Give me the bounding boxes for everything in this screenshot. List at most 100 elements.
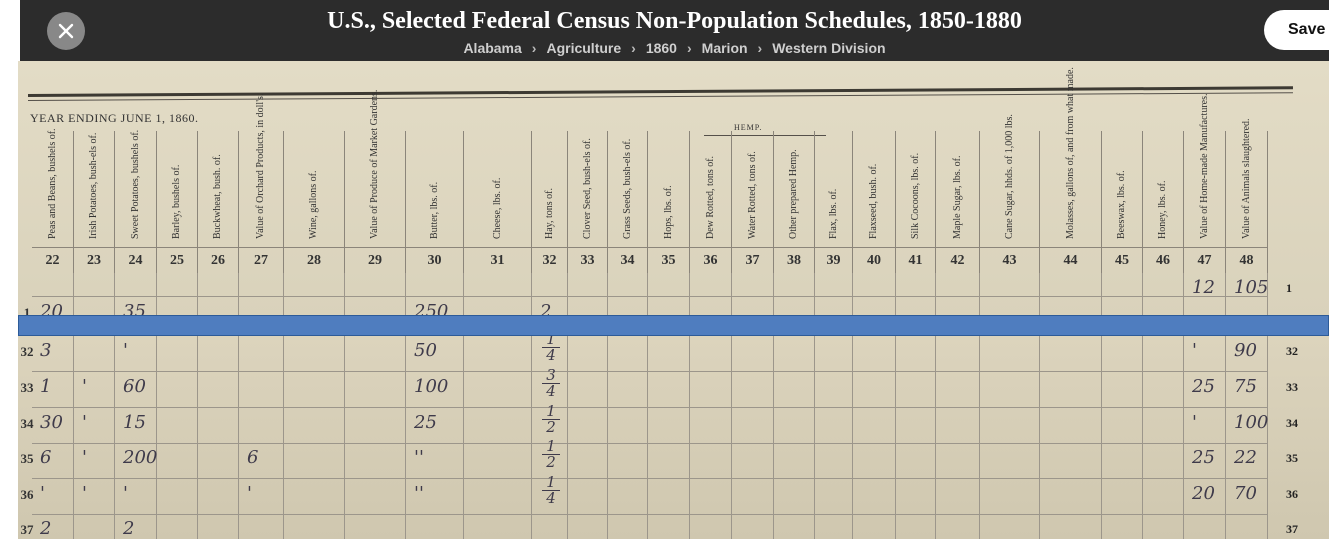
column-header: Buckwheat, bush. of.: [198, 131, 239, 303]
table-cell: [406, 514, 464, 539]
save-button[interactable]: Save: [1264, 10, 1329, 50]
table-cell: [345, 273, 406, 297]
fraction-bar: [542, 454, 560, 455]
table-cell: [532, 514, 568, 539]
close-icon: [58, 23, 74, 39]
table-cell: [345, 336, 406, 372]
column-header: Value of Home-made Manufactures.: [1184, 94, 1226, 303]
table-cell: [345, 479, 406, 515]
column-header: Peas and Beans, bushels of.: [32, 128, 74, 303]
table-cell: [1184, 336, 1226, 372]
column-number: 26: [198, 247, 239, 273]
table-cell: [896, 273, 936, 297]
column-label: Hay, tons of.: [543, 187, 555, 239]
table-cell: [198, 336, 239, 372]
table-cell: [815, 479, 853, 515]
table-cell: [815, 514, 853, 539]
table-cell: [608, 479, 648, 515]
table-cell: [774, 514, 815, 539]
table-cell: [774, 372, 815, 408]
table-cell: [1226, 443, 1268, 479]
table-cell: [568, 443, 608, 479]
column-number: 34: [608, 247, 648, 273]
handwritten-entry: 70: [1234, 483, 1257, 504]
table-cell: [896, 336, 936, 372]
handwritten-entry: '': [414, 447, 424, 468]
column-label: Other prepared Hemp.: [788, 149, 799, 239]
table-cell: [239, 408, 284, 444]
breadcrumb-item[interactable]: 1860: [645, 40, 677, 56]
table-cell: [1040, 479, 1102, 515]
chevron-right-icon: ›: [531, 40, 537, 56]
table-cell: [648, 336, 690, 372]
breadcrumb-item[interactable]: Alabama: [463, 40, 522, 56]
table-cell: [815, 372, 853, 408]
year-heading: YEAR ENDING JUNE 1, 1860.: [30, 111, 199, 125]
handwritten-entry: '': [414, 483, 424, 504]
table-cell: [980, 336, 1040, 372]
handwritten-entry: 100: [1234, 412, 1269, 433]
column-header: Cane Sugar, hhds. of 1,000 lbs.: [980, 114, 1040, 303]
table-cell: [774, 336, 815, 372]
table-cell: [1226, 336, 1268, 372]
table-cell: [568, 273, 608, 297]
table-cell: [1226, 514, 1268, 539]
fraction-bar: [542, 347, 560, 348]
table-cell: [74, 514, 115, 539]
table-cell: [1226, 372, 1268, 408]
column-label: Barley, bushels of.: [171, 164, 182, 239]
table-cell: [74, 372, 115, 408]
column-label: Beeswax, lbs. of.: [1116, 170, 1127, 239]
handwritten-entry: 1: [40, 376, 52, 397]
fraction-numerator: 1: [546, 473, 556, 491]
chevron-right-icon: ›: [757, 40, 763, 56]
column-label: Sweet Potatoes, bushels of.: [129, 129, 141, 239]
table-cell: [732, 336, 774, 372]
table-cell: [774, 479, 815, 515]
table-cell: [1040, 273, 1102, 297]
table-cell: [690, 479, 732, 515]
handwritten-entry: 25: [1192, 447, 1215, 468]
row-number: 32: [20, 344, 34, 359]
table-cell: [853, 479, 896, 515]
table-cell: [32, 372, 74, 408]
column-header: Butter, lbs. of.: [406, 131, 464, 303]
table-cell: [464, 514, 532, 539]
breadcrumb-item[interactable]: Western Division: [772, 40, 886, 56]
fraction-denominator: 2: [546, 453, 556, 471]
row-number: 1: [23, 305, 31, 320]
table-cell: [648, 408, 690, 444]
table-cell: [815, 336, 853, 372]
table-cell: [32, 514, 74, 539]
table-cell: [690, 514, 732, 539]
table-cell: [284, 372, 345, 408]
hemp-group-label: HEMP.: [734, 123, 763, 132]
column-number: 39: [815, 247, 853, 273]
table-cell: [980, 479, 1040, 515]
column-label: Butter, lbs. of.: [428, 181, 440, 239]
handwritten-entry: 25: [414, 412, 437, 433]
table-cell: [532, 408, 568, 444]
breadcrumb-item[interactable]: Agriculture: [546, 40, 622, 56]
table-cell: [568, 408, 608, 444]
breadcrumb-item[interactable]: Marion: [701, 40, 748, 56]
row-number-right: 37: [1286, 522, 1298, 536]
image-overlay-bar: [18, 315, 1329, 336]
column-header: Irish Potatoes, bush-els of.: [74, 131, 115, 303]
column-label: Water Rotted, tons of.: [746, 151, 758, 239]
handwritten-entry: ': [82, 447, 87, 468]
close-button[interactable]: [47, 12, 85, 50]
table-cell: [198, 514, 239, 539]
handwritten-entry: 30: [40, 412, 63, 433]
table-cell: [532, 479, 568, 515]
column-number: 27: [239, 247, 284, 273]
column-number: 43: [980, 247, 1040, 273]
table-cell: [115, 372, 157, 408]
table-cell: [157, 408, 198, 444]
table-cell: [284, 336, 345, 372]
